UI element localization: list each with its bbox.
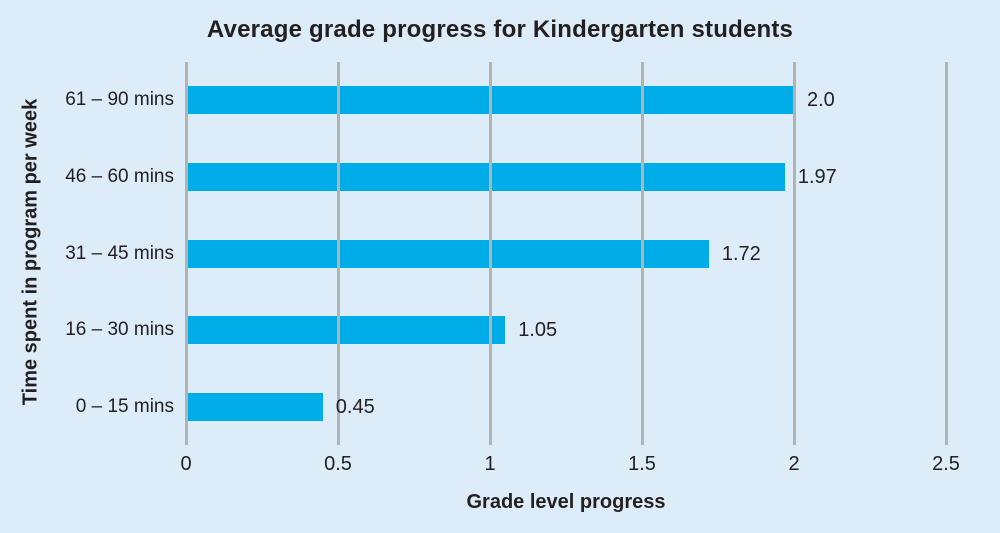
x-tick-label: 2.5 [932, 453, 960, 475]
gridline [792, 62, 796, 445]
gridline [944, 62, 948, 445]
x-tick-label: 0.5 [324, 453, 352, 475]
bar [186, 162, 785, 191]
x-tick-label: 0 [180, 453, 192, 475]
x-tick-label: 1 [484, 453, 496, 475]
chart-title: Average grade progress for Kindergarten … [206, 16, 794, 43]
value-label: 2.0 [807, 89, 835, 112]
y-axis-category-labels: 61 – 90 mins 46 – 60 mins 31 – 45 mins 16 –… [0, 62, 174, 445]
bar [186, 392, 323, 421]
category-label: 0 – 15 mins [75, 395, 174, 417]
gridline [336, 62, 340, 445]
bar [186, 316, 506, 345]
x-axis-title: Grade level progress [466, 491, 666, 513]
gridline [184, 62, 188, 445]
category-label: 16 – 30 mins [65, 319, 174, 341]
value-label: 1.05 [518, 319, 558, 342]
value-label: 1.72 [721, 242, 761, 265]
value-label: 1.97 [797, 165, 837, 188]
x-axis-tick-labels: 0 0.5 1 1.5 2 2.5 [180, 453, 959, 479]
gridline [488, 62, 492, 445]
x-tick-label: 2 [788, 453, 800, 475]
gridline [640, 62, 644, 445]
plot-area: 2.0 1.97 1.72 1.05 0.45 [184, 62, 948, 445]
category-label: 46 – 60 mins [65, 165, 174, 187]
category-label: 61 – 90 mins [65, 89, 174, 111]
value-label: 0.45 [335, 395, 375, 418]
bar [186, 239, 709, 268]
category-label: 31 – 45 mins [65, 242, 174, 264]
x-tick-label: 1.5 [628, 453, 656, 475]
